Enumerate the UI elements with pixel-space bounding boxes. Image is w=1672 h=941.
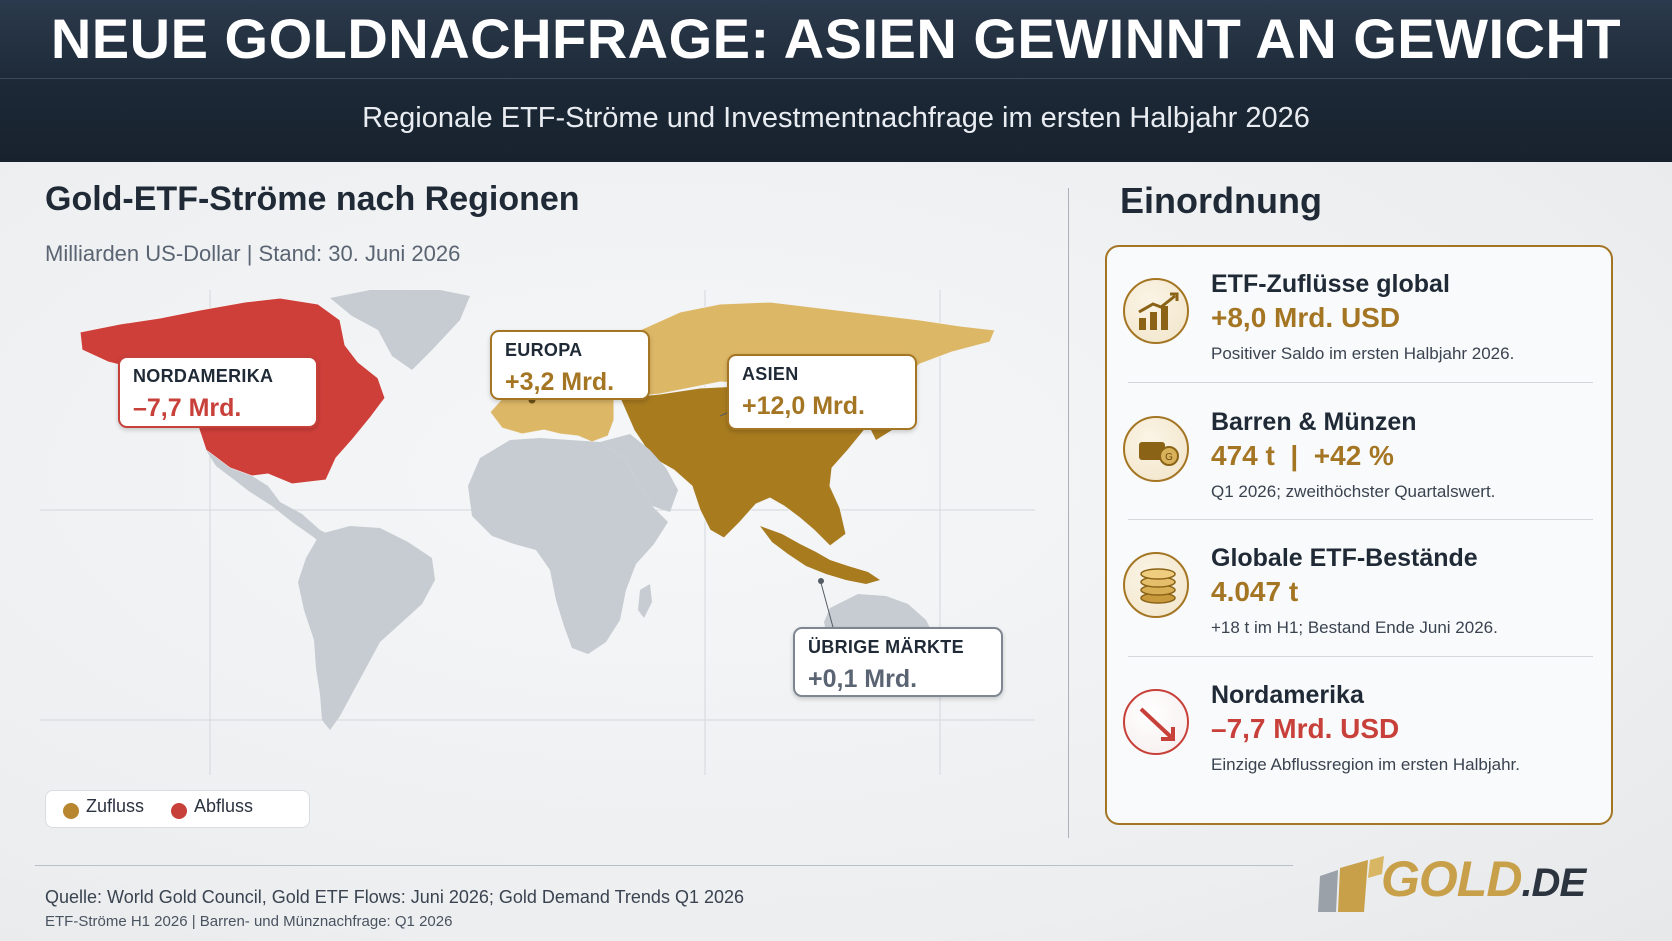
map-section-title: Gold-ETF-Ströme nach Regionen bbox=[45, 180, 580, 218]
logo-wordmark: GOLD.DE bbox=[1381, 851, 1586, 907]
footer-source: Quelle: World Gold Council, Gold ETF Flo… bbox=[45, 887, 745, 907]
legend-inflow-label: Zufluss bbox=[86, 796, 145, 816]
coin-stack-icon bbox=[1123, 552, 1189, 618]
context-item-north-america: Nordamerika –7,7 Mrd. USD Einzige Abflus… bbox=[1123, 669, 1593, 799]
header-banner: NEUE GOLDNACHFRAGE: ASIEN GEWINNT AN GEW… bbox=[0, 0, 1672, 162]
footer-divider bbox=[35, 865, 1293, 866]
callout-region-value: +12,0 Mrd. bbox=[742, 392, 865, 420]
context-item-note: Positiver Saldo im ersten Halbjahr 2026. bbox=[1211, 344, 1515, 363]
logo-bars-icon bbox=[1318, 856, 1384, 912]
callout-region-label: NORDAMERIKA bbox=[133, 366, 274, 386]
context-item-note: Einzige Abflussregion im ersten Halbjahr… bbox=[1211, 755, 1520, 774]
context-item-title: Globale ETF-Bestände bbox=[1211, 544, 1478, 572]
context-item-bars-coins: G Barren & Münzen 474 t | +42 % Q1 2026;… bbox=[1123, 396, 1593, 526]
callout-asia: ASIEN +12,0 Mrd. bbox=[727, 354, 917, 430]
callout-region-value: +0,1 Mrd. bbox=[808, 665, 918, 693]
context-item-title: Barren & Münzen bbox=[1211, 408, 1417, 436]
context-item-value: 474 t | +42 % bbox=[1211, 440, 1394, 471]
southeast-asia-shape bbox=[760, 526, 880, 584]
context-item-value: –7,7 Mrd. USD bbox=[1211, 713, 1400, 744]
callout-region-label: ASIEN bbox=[742, 364, 799, 384]
madagascar-shape bbox=[638, 584, 652, 618]
context-item-title: ETF-Zuflüsse global bbox=[1211, 270, 1450, 298]
context-separator bbox=[1128, 656, 1593, 657]
page-title: NEUE GOLDNACHFRAGE: ASIEN GEWINNT AN GEW… bbox=[50, 7, 1622, 70]
callout-europe: EUROPA +3,2 Mrd. bbox=[490, 330, 650, 400]
callout-region-value: +3,2 Mrd. bbox=[505, 368, 615, 396]
context-item-value: +8,0 Mrd. USD bbox=[1211, 302, 1401, 333]
callout-other-markets: ÜBRIGE MÄRKTE +0,1 Mrd. bbox=[793, 627, 1003, 697]
context-item-title: Nordamerika bbox=[1211, 681, 1364, 709]
callout-region-label: EUROPA bbox=[505, 340, 583, 360]
middle-east-shape bbox=[600, 434, 678, 512]
africa-shape bbox=[468, 438, 668, 654]
header-divider bbox=[0, 78, 1672, 79]
context-item-note: Q1 2026; zweithöchster Quartalswert. bbox=[1211, 482, 1496, 501]
legend-outflow-label: Abfluss bbox=[194, 796, 254, 816]
context-title: Einordnung bbox=[1120, 180, 1322, 221]
map-section-subtitle: Milliarden US-Dollar | Stand: 30. Juni 2… bbox=[45, 241, 461, 266]
callout-region-label: ÜBRIGE MÄRKTE bbox=[808, 637, 964, 657]
svg-text:G: G bbox=[1165, 452, 1173, 463]
context-separator bbox=[1128, 519, 1593, 520]
context-item-note: +18 t im H1; Bestand Ende Juni 2026. bbox=[1211, 618, 1498, 637]
context-item-etf-inflows: ETF-Zuflüsse global +8,0 Mrd. USD Positi… bbox=[1123, 258, 1593, 388]
callout-region-value: –7,7 Mrd. bbox=[133, 394, 242, 422]
footer-note: ETF-Ströme H1 2026 | Barren- und Münznac… bbox=[45, 913, 453, 930]
gold-bar-coin-icon: G bbox=[1123, 416, 1189, 482]
greenland-shape bbox=[330, 290, 470, 370]
context-item-value: 4.047 t bbox=[1211, 576, 1299, 607]
down-arrow-icon bbox=[1123, 689, 1189, 755]
gold-de-logo: GOLD.DE bbox=[1316, 848, 1616, 918]
legend-inflow-dot bbox=[63, 803, 79, 819]
bar-chart-growth-icon bbox=[1123, 278, 1189, 344]
vertical-divider bbox=[1068, 188, 1069, 838]
callout-north-america: NORDAMERIKA –7,7 Mrd. bbox=[118, 356, 318, 428]
context-item-etf-holdings: Globale ETF-Bestände 4.047 t +18 t im H1… bbox=[1123, 532, 1593, 662]
context-separator bbox=[1128, 382, 1593, 383]
central-america-shape bbox=[206, 450, 340, 548]
legend-outflow-dot bbox=[171, 803, 187, 819]
other-markets-marker bbox=[818, 578, 824, 584]
map-legend: Zufluss Abfluss bbox=[45, 790, 310, 828]
context-panel bbox=[1105, 245, 1613, 825]
south-america-shape bbox=[298, 526, 435, 730]
page-subtitle: Regionale ETF-Ströme und Investmentnachf… bbox=[362, 102, 1310, 134]
